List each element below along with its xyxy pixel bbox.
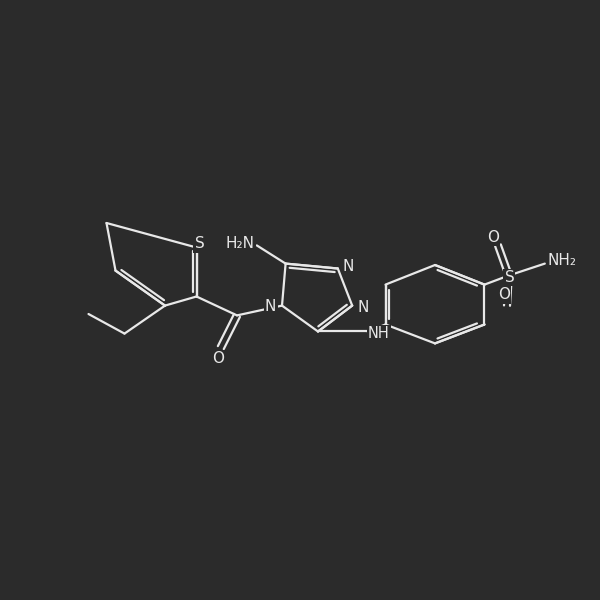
Text: S: S bbox=[505, 270, 514, 285]
Text: O: O bbox=[498, 287, 510, 302]
Text: N: N bbox=[265, 299, 276, 314]
Text: O: O bbox=[212, 351, 224, 366]
Text: NH₂: NH₂ bbox=[547, 253, 576, 268]
Text: N: N bbox=[343, 259, 354, 274]
Text: S: S bbox=[194, 236, 205, 251]
Text: H₂N: H₂N bbox=[226, 235, 254, 251]
Text: O: O bbox=[487, 229, 499, 245]
Text: N: N bbox=[358, 300, 369, 315]
Text: NH: NH bbox=[368, 326, 390, 341]
